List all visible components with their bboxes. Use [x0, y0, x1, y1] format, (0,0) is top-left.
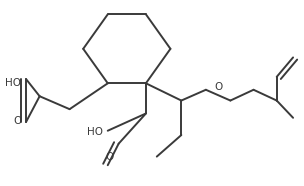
Text: O: O: [13, 116, 21, 126]
Text: O: O: [214, 81, 222, 92]
Text: HO: HO: [5, 78, 21, 88]
Text: O: O: [105, 152, 113, 162]
Text: HO: HO: [87, 127, 103, 137]
